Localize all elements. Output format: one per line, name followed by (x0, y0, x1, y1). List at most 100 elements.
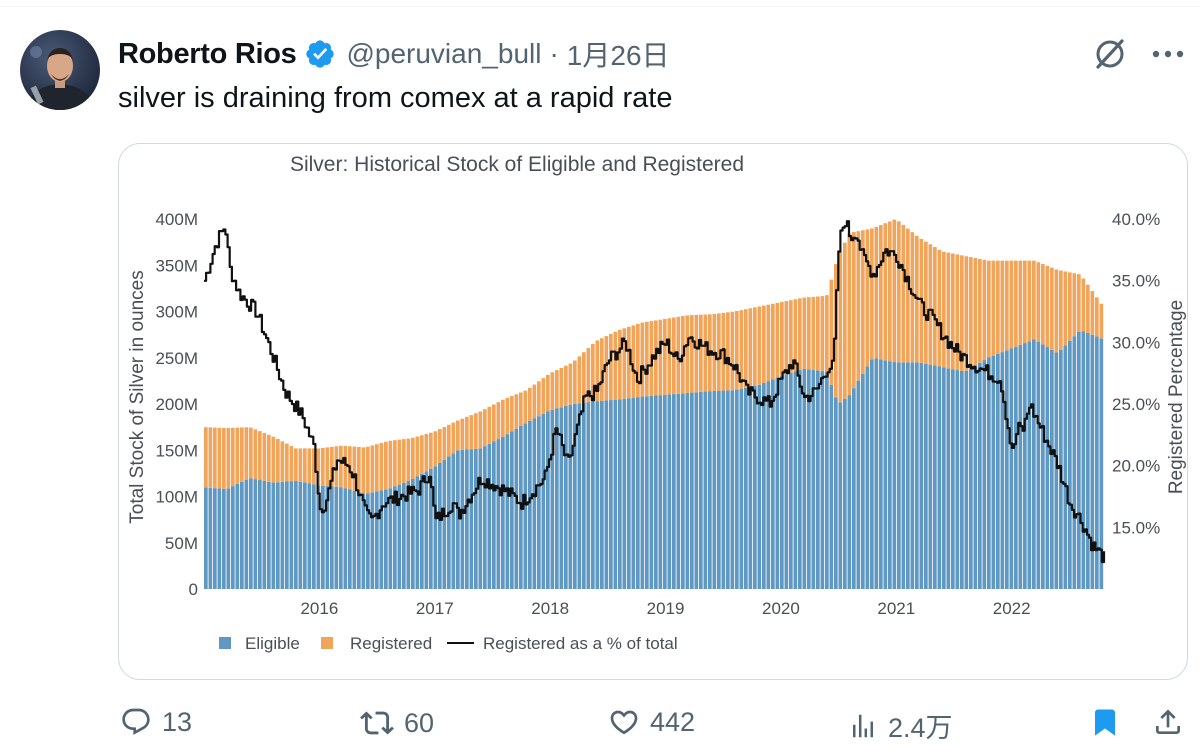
registered-bar (388, 440, 393, 489)
registered-bar (474, 413, 478, 449)
registered-bar (505, 397, 510, 435)
registered-bar (451, 422, 456, 454)
registered-bar (730, 311, 735, 391)
registered-bar (582, 352, 586, 403)
eligible-bar (1081, 331, 1086, 589)
eligible-bar (1045, 347, 1050, 589)
eligible-bar (406, 481, 411, 589)
eligible-bar (357, 491, 361, 589)
tweet-header: Roberto Rios @peruvian_bull · 1月26日 (118, 34, 670, 74)
eligible-bar (991, 355, 996, 589)
eligible-bar (474, 448, 478, 589)
eligible-bar (235, 483, 240, 589)
eligible-bar (672, 394, 676, 589)
retweet-button[interactable]: 60 (360, 706, 434, 740)
eligible-bar (339, 487, 343, 589)
eligible-bar (447, 456, 451, 589)
tweet-date[interactable]: 1月26日 (566, 40, 670, 71)
registered-bar (1086, 284, 1090, 333)
eligible-bar (213, 488, 217, 589)
eligible-bar (361, 493, 366, 589)
retweet-count: 60 (404, 707, 435, 738)
eligible-bar (640, 396, 645, 589)
eligible-bar (649, 395, 654, 589)
grok-button[interactable] (1090, 34, 1130, 74)
registered-bar (262, 432, 267, 481)
like-button[interactable]: 442 (608, 706, 695, 738)
eligible-bar (802, 368, 807, 589)
eligible-bar (1077, 331, 1081, 589)
eligible-bar (852, 388, 856, 589)
author-name[interactable]: Roberto Rios (118, 37, 297, 70)
y2-tick-label: 40.0% (1112, 210, 1160, 229)
eligible-bar (658, 395, 663, 589)
eligible-bar (879, 359, 883, 589)
verified-badge-icon[interactable] (304, 38, 336, 70)
eligible-bar (510, 431, 514, 589)
registered-bar (321, 447, 325, 486)
avatar-photo (20, 30, 100, 110)
registered-bar (465, 416, 469, 450)
registered-bar (375, 444, 379, 492)
eligible-bar (456, 450, 460, 589)
action-bar: 13 60 442 2.4万 (0, 700, 1200, 747)
eligible-bar (766, 381, 771, 589)
registered-bar (447, 424, 451, 457)
eligible-bar (442, 459, 447, 589)
eligible-bar (582, 402, 586, 589)
eligible-bar (1036, 341, 1041, 589)
eligible-bar (789, 372, 793, 589)
eligible-bar (366, 493, 370, 589)
eligible-bar (1086, 332, 1090, 589)
registered-bar (627, 326, 631, 399)
registered-bar (226, 427, 231, 489)
registered-bar (492, 404, 496, 442)
eligible-bar (609, 400, 613, 589)
eligible-bar (951, 369, 955, 589)
registered-bar (784, 301, 789, 375)
percent-line-series (204, 220, 1106, 564)
x-tick-label: 2021 (877, 599, 915, 618)
y-tick-label: 350M (155, 256, 198, 275)
y-tick-label: 100M (155, 488, 198, 507)
registered-bar (636, 323, 640, 398)
registered-bar (1009, 260, 1014, 349)
eligible-bar (231, 486, 235, 589)
chart-title: Silver: Historical Stock of Eligible and… (290, 153, 744, 176)
eligible-bar (249, 478, 253, 589)
media-card[interactable]: Silver: Historical Stock of Eligible and… (118, 143, 1188, 680)
eligible-bar (699, 391, 703, 589)
registered-bar (726, 312, 730, 391)
registered-bar (1027, 260, 1032, 342)
registered-bar (352, 446, 357, 491)
eligible-bar (946, 368, 951, 589)
author-handle[interactable]: @peruvian_bull (346, 38, 542, 69)
registered-bar (946, 252, 951, 369)
eligible-bar (919, 362, 924, 589)
registered-bar (960, 255, 964, 371)
registered-bar (820, 296, 825, 372)
avatar[interactable] (20, 30, 100, 110)
y2-tick-label: 25.0% (1112, 395, 1160, 414)
reply-button[interactable]: 13 (120, 706, 192, 738)
x-tick-label: 2022 (993, 599, 1031, 618)
eligible-bar (915, 362, 919, 589)
registered-bar (501, 399, 505, 437)
registered-bar (987, 260, 991, 358)
eligible-bar (645, 396, 649, 589)
eligible-bar (708, 391, 712, 589)
registered-bar (339, 445, 343, 488)
eligible-bar (604, 400, 609, 589)
eligible-bar (730, 390, 735, 589)
eligible-bar (771, 379, 775, 589)
registered-bar (343, 445, 348, 489)
more-button[interactable] (1148, 34, 1188, 74)
registered-bar (415, 436, 420, 477)
bookmark-button[interactable] (1090, 706, 1120, 738)
eligible-bar (667, 394, 672, 589)
share-button[interactable] (1152, 706, 1184, 738)
registered-bar (532, 384, 537, 419)
views-button[interactable]: 2.4万 (848, 706, 953, 745)
registered-bar (208, 427, 213, 488)
registered-bar (397, 439, 402, 485)
